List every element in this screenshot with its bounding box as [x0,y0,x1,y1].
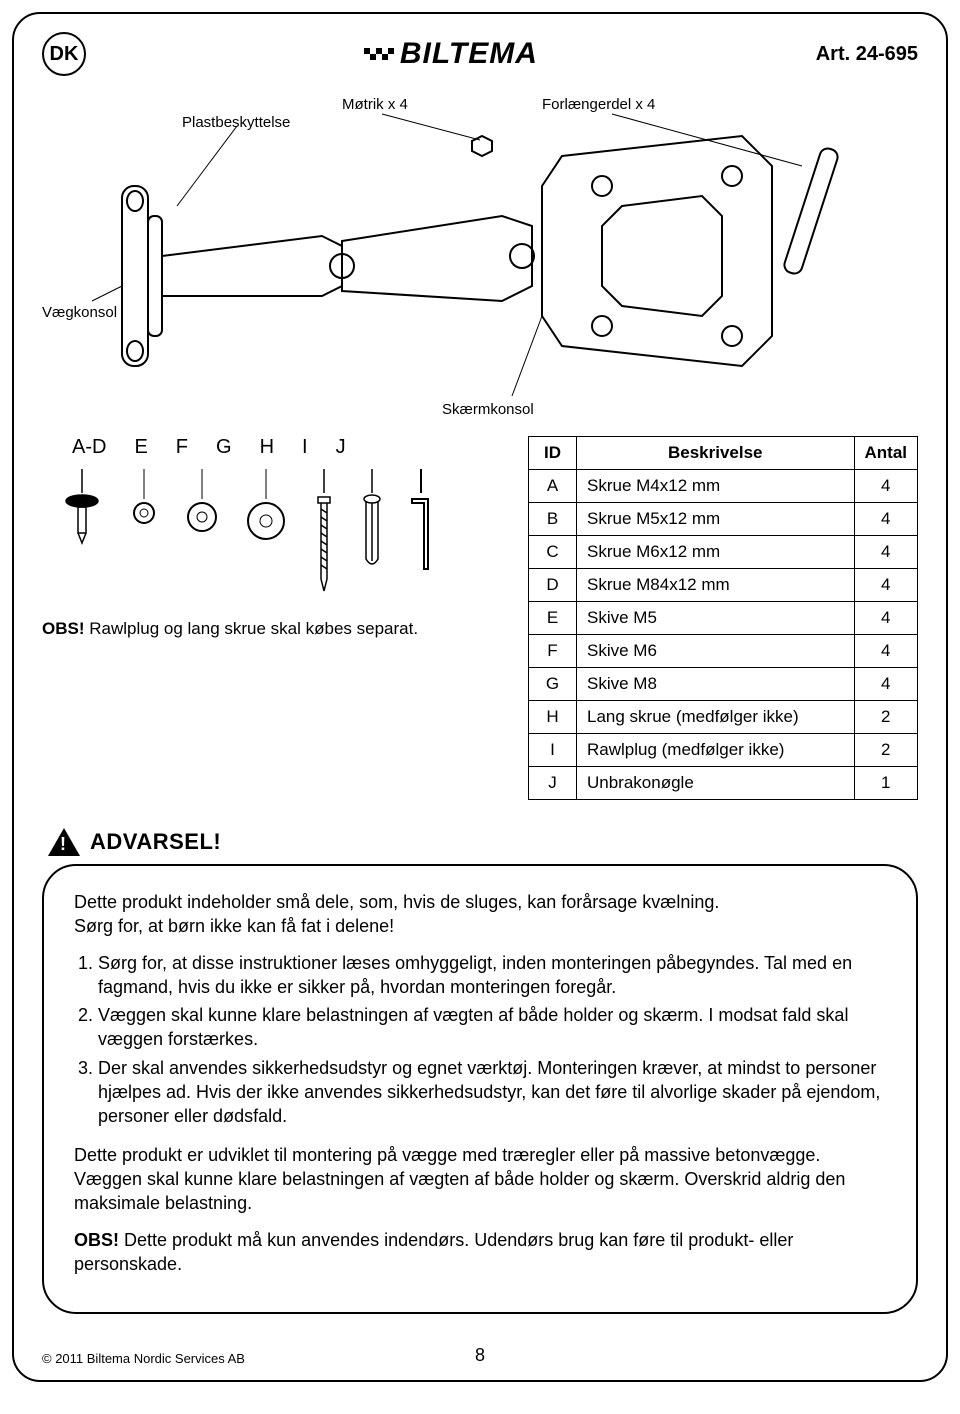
mount-illustration [42,86,922,426]
cell-id: H [529,701,577,734]
parts-label: A-D [72,436,106,459]
parts-key: A-D E F G H I J OBS! Rawlplug og lang sk… [42,436,498,639]
parts-label: I [302,436,308,459]
label-screen: Skærmkonsol [442,401,534,418]
cell-desc: Rawlplug (medfølger ikke) [577,734,855,767]
table-row: CSkrue M6x12 mm4 [529,536,918,569]
warning-box: Dette produkt indeholder små dele, som, … [42,864,918,1314]
cell-qty: 4 [854,602,918,635]
warning-intro-2: Sørg for, at børn ikke kan få fat i dele… [74,916,394,936]
cell-id: J [529,767,577,800]
parts-letter-row: A-D E F G H I J [72,436,498,459]
warning-heading: ADVARSEL! [48,828,918,856]
parts-icons-row [60,469,498,599]
cell-qty: 4 [854,536,918,569]
warning-obs: OBS! Dette produkt må kun anvendes inden… [74,1228,886,1277]
label-plast: Plastbeskyttelse [182,114,290,131]
article-number: Art. 24-695 [816,43,918,66]
washer-med-icon [184,469,220,569]
cell-desc: Skive M6 [577,635,855,668]
cell-id: G [529,668,577,701]
exploded-diagram: Møtrik x 4 Forlængerdel x 4 Plastbeskytt… [42,86,918,426]
screw-icon [60,469,104,569]
table-row: HLang skrue (medfølger ikke)2 [529,701,918,734]
parts-label: F [176,436,188,459]
cell-desc: Lang skrue (medfølger ikke) [577,701,855,734]
page-footer: © 2011 Biltema Nordic Services AB 8 . [42,1351,918,1366]
cell-qty: 4 [854,635,918,668]
parts-label: G [216,436,232,459]
table-row: FSkive M64 [529,635,918,668]
cell-desc: Skrue M4x12 mm [577,470,855,503]
th-desc: Beskrivelse [577,437,855,470]
warning-para2: Dette produkt er udviklet til montering … [74,1143,886,1216]
note-rest: Rawlplug og lang skrue skal købes separa… [85,619,419,638]
warning-item: Der skal anvendes sikkerhedsudstyr og eg… [98,1056,886,1129]
cell-id: A [529,470,577,503]
warning-item: Væggen skal kunne klare belastningen af … [98,1003,886,1052]
cell-desc: Skrue M6x12 mm [577,536,855,569]
separate-purchase-note: OBS! Rawlplug og lang skrue skal købes s… [42,619,498,639]
cell-qty: 2 [854,701,918,734]
rawlplug-icon [360,469,384,579]
cell-id: F [529,635,577,668]
parts-table: ID Beskrivelse Antal ASkrue M4x12 mm4BSk… [528,436,918,800]
cell-desc: Skive M5 [577,602,855,635]
parts-label: H [260,436,274,459]
brand-text: BILTEMA [400,37,538,71]
note-bold: OBS! [42,619,85,638]
table-row: IRawlplug (medfølger ikke)2 [529,734,918,767]
parts-label: E [134,436,147,459]
cell-id: C [529,536,577,569]
th-id: ID [529,437,577,470]
warning-list: Sørg for, at disse instruktioner læses o… [74,951,886,1129]
warning-intro: Dette produkt indeholder små dele, som, … [74,890,886,939]
cell-qty: 2 [854,734,918,767]
cell-desc: Skive M8 [577,668,855,701]
language-badge: DK [42,32,86,76]
long-screw-icon [312,469,336,599]
obs-rest: Dette produkt må kun anvendes indendørs.… [74,1230,793,1274]
warning-title: ADVARSEL! [90,829,221,855]
table-header-row: ID Beskrivelse Antal [529,437,918,470]
warning-item: Sørg for, at disse instruktioner læses o… [98,951,886,1000]
copyright: © 2011 Biltema Nordic Services AB [42,1351,245,1366]
warning-intro-1: Dette produkt indeholder små dele, som, … [74,892,719,912]
washer-large-icon [244,469,288,569]
th-qty: Antal [854,437,918,470]
cell-qty: 4 [854,503,918,536]
brand-checker-icon [364,48,394,60]
obs-bold: OBS! [74,1230,119,1250]
page-header: DK BILTEMA Art. 24-695 [42,32,918,76]
label-wall: Vægkonsol [42,304,117,321]
cell-desc: Unbrakonøgle [577,767,855,800]
mid-section: A-D E F G H I J OBS! Rawlplug og lang sk… [42,436,918,800]
label-extender: Forlængerdel x 4 [542,96,655,113]
cell-qty: 4 [854,569,918,602]
cell-desc: Skrue M84x12 mm [577,569,855,602]
cell-qty: 4 [854,470,918,503]
cell-desc: Skrue M5x12 mm [577,503,855,536]
table-row: BSkrue M5x12 mm4 [529,503,918,536]
warning-triangle-icon [48,828,80,856]
brand-logo: BILTEMA [364,37,538,71]
table-row: ASkrue M4x12 mm4 [529,470,918,503]
cell-id: B [529,503,577,536]
allen-key-icon [408,469,434,579]
table-row: ESkive M54 [529,602,918,635]
table-row: DSkrue M84x12 mm4 [529,569,918,602]
parts-label: J [336,436,346,459]
table-row: JUnbrakonøgle1 [529,767,918,800]
page-frame: DK BILTEMA Art. 24-695 [12,12,948,1382]
cell-qty: 4 [854,668,918,701]
cell-id: E [529,602,577,635]
cell-id: I [529,734,577,767]
page-number: 8 [475,1345,485,1366]
label-nut: Møtrik x 4 [342,96,408,113]
table-row: GSkive M84 [529,668,918,701]
cell-qty: 1 [854,767,918,800]
cell-id: D [529,569,577,602]
washer-small-icon [128,469,160,569]
